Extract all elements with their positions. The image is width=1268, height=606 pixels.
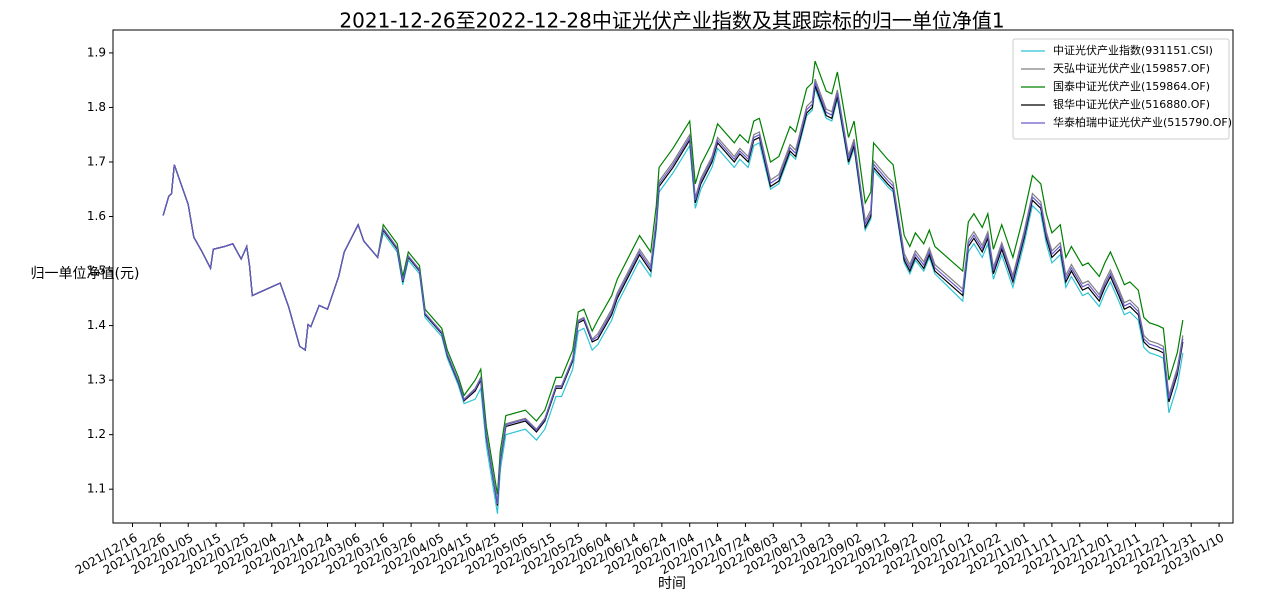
y-tick-label: 1.6: [87, 209, 106, 223]
y-axis-label: 归一单位净值(元): [31, 265, 140, 282]
legend-label: 华泰柏瑞中证光伏产业(515790.OF): [1053, 115, 1232, 129]
y-tick-label: 1.1: [87, 482, 106, 496]
y-tick-label: 1.4: [87, 318, 106, 332]
plot-frame: [112, 29, 1234, 524]
x-axis-label: 时间: [658, 576, 686, 592]
legend-label: 中证光伏产业指数(931151.CSI): [1053, 43, 1213, 57]
y-tick-label: 1.9: [87, 45, 106, 59]
y-tick-label: 1.2: [87, 427, 106, 441]
legend-label: 银华中证光伏产业(516880.OF): [1053, 97, 1210, 111]
legend-label: 天弘中证光伏产业(159857.OF): [1053, 61, 1210, 75]
chart-title: 2021-12-26至2022-12-28中证光伏产业指数及其跟踪标的归一单位净…: [339, 9, 1004, 33]
y-tick-label: 1.8: [87, 100, 106, 114]
y-tick-label: 1.3: [87, 373, 106, 387]
legend-label: 国泰中证光伏产业(159864.OF): [1053, 79, 1210, 93]
y-tick-label: 1.7: [87, 154, 106, 168]
series-line: [162, 82, 1184, 505]
series-line: [162, 78, 1184, 503]
legend: 中证光伏产业指数(931151.CSI) 天弘中证光伏产业(159857.OF) 国…: [1012, 38, 1232, 140]
series-line: [162, 88, 1184, 514]
legend-box: [1012, 38, 1230, 140]
y-tick-label: 1.5: [87, 264, 106, 278]
